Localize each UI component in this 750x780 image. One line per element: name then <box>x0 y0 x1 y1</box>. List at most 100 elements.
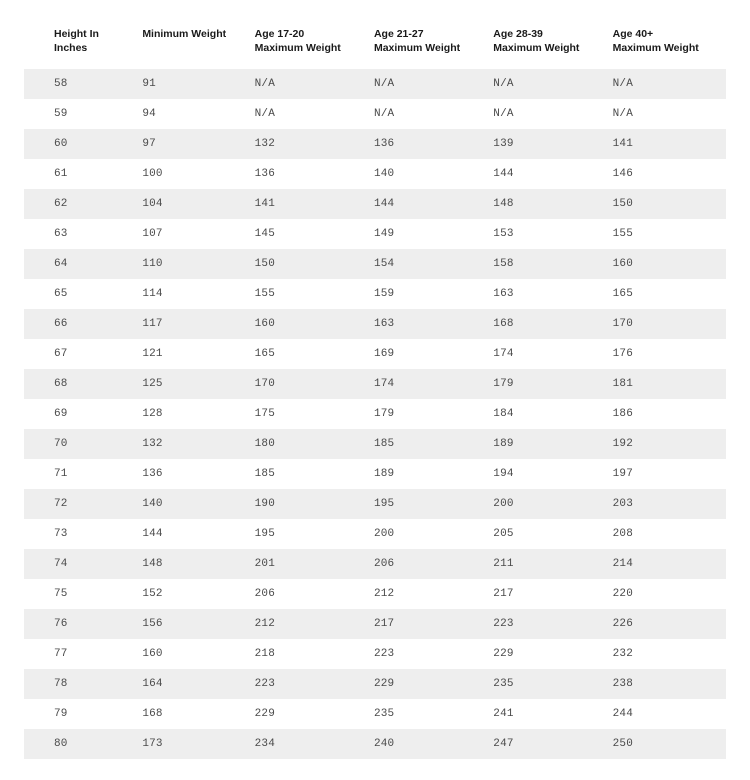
table-cell: N/A <box>249 99 368 129</box>
table-cell: 175 <box>249 399 368 429</box>
table-cell: 64 <box>24 249 136 279</box>
table-cell: 211 <box>487 549 606 579</box>
table-row: 72140190195200203 <box>24 489 726 519</box>
table-cell: 169 <box>368 339 487 369</box>
table-cell: 197 <box>607 459 726 489</box>
table-row: 73144195200205208 <box>24 519 726 549</box>
table-cell: 73 <box>24 519 136 549</box>
table-row: 65114155159163165 <box>24 279 726 309</box>
table-cell: 189 <box>368 459 487 489</box>
table-cell: 144 <box>368 189 487 219</box>
table-row: 5891N/AN/AN/AN/A <box>24 69 726 99</box>
table-cell: 79 <box>24 699 136 729</box>
table-cell: 62 <box>24 189 136 219</box>
table-cell: 150 <box>249 249 368 279</box>
table-cell: 200 <box>487 489 606 519</box>
table-cell: 195 <box>368 489 487 519</box>
table-header-row: Height In Inches Minimum Weight Age 17-20M… <box>24 20 726 69</box>
table-cell: 217 <box>487 579 606 609</box>
column-header-line1: Minimum Weight <box>142 28 226 40</box>
table-cell: 212 <box>368 579 487 609</box>
table-cell: 154 <box>368 249 487 279</box>
table-cell: 140 <box>136 489 248 519</box>
table-row: 62104141144148150 <box>24 189 726 219</box>
table-row: 64110150154158160 <box>24 249 726 279</box>
table-cell: 170 <box>607 309 726 339</box>
table-cell: 241 <box>487 699 606 729</box>
table-cell: 71 <box>24 459 136 489</box>
table-cell: 149 <box>368 219 487 249</box>
table-row: 66117160163168170 <box>24 309 726 339</box>
table-cell: 136 <box>368 129 487 159</box>
table-cell: 186 <box>607 399 726 429</box>
table-cell: 163 <box>487 279 606 309</box>
table-cell: 170 <box>249 369 368 399</box>
table-cell: 132 <box>249 129 368 159</box>
table-row: 70132180185189192 <box>24 429 726 459</box>
table-cell: 234 <box>249 729 368 759</box>
table-cell: N/A <box>607 69 726 99</box>
table-cell: 244 <box>607 699 726 729</box>
table-cell: 66 <box>24 309 136 339</box>
table-cell: 76 <box>24 609 136 639</box>
table-cell: 80 <box>24 729 136 759</box>
table-cell: 141 <box>607 129 726 159</box>
table-row: 77160218223229232 <box>24 639 726 669</box>
column-header: Height In Inches <box>24 20 136 69</box>
table-cell: 200 <box>368 519 487 549</box>
table-cell: 146 <box>607 159 726 189</box>
table-cell: 121 <box>136 339 248 369</box>
table-cell: 59 <box>24 99 136 129</box>
table-cell: 184 <box>487 399 606 429</box>
table-row: 68125170174179181 <box>24 369 726 399</box>
table-cell: 185 <box>368 429 487 459</box>
table-cell: 75 <box>24 579 136 609</box>
table-cell: 78 <box>24 669 136 699</box>
table-cell: 190 <box>249 489 368 519</box>
column-header-line2: Maximum Weight <box>493 42 579 54</box>
table-cell: 117 <box>136 309 248 339</box>
table-cell: 144 <box>136 519 248 549</box>
table-cell: 163 <box>368 309 487 339</box>
table-row: 78164223229235238 <box>24 669 726 699</box>
table-cell: 223 <box>487 609 606 639</box>
table-cell: 220 <box>607 579 726 609</box>
column-header: Age 17-20Maximum Weight <box>249 20 368 69</box>
table-cell: 160 <box>136 639 248 669</box>
table-cell: 136 <box>136 459 248 489</box>
table-cell: 91 <box>136 69 248 99</box>
table-cell: 148 <box>136 549 248 579</box>
table-cell: 159 <box>368 279 487 309</box>
table-row: 67121165169174176 <box>24 339 726 369</box>
table-cell: 250 <box>607 729 726 759</box>
table-row: 5994N/AN/AN/AN/A <box>24 99 726 129</box>
table-cell: 158 <box>487 249 606 279</box>
table-row: 79168229235241244 <box>24 699 726 729</box>
table-cell: 165 <box>249 339 368 369</box>
column-header: Minimum Weight <box>136 20 248 69</box>
table-cell: 74 <box>24 549 136 579</box>
table-cell: 132 <box>136 429 248 459</box>
table-cell: 217 <box>368 609 487 639</box>
table-cell: 65 <box>24 279 136 309</box>
weight-height-table: Height In Inches Minimum Weight Age 17-20M… <box>24 20 726 759</box>
column-header: Age 21-27Maximum Weight <box>368 20 487 69</box>
table-cell: 114 <box>136 279 248 309</box>
table-row: 6097132136139141 <box>24 129 726 159</box>
table-cell: 168 <box>136 699 248 729</box>
table-cell: 152 <box>136 579 248 609</box>
table-cell: 176 <box>607 339 726 369</box>
table-cell: 195 <box>249 519 368 549</box>
table-cell: 68 <box>24 369 136 399</box>
table-cell: 58 <box>24 69 136 99</box>
table-row: 63107145149153155 <box>24 219 726 249</box>
table-row: 76156212217223226 <box>24 609 726 639</box>
table-cell: 63 <box>24 219 136 249</box>
table-cell: N/A <box>249 69 368 99</box>
table-cell: 235 <box>487 669 606 699</box>
table-cell: 206 <box>368 549 487 579</box>
table-cell: 104 <box>136 189 248 219</box>
column-header: Age 28-39Maximum Weight <box>487 20 606 69</box>
table-cell: 153 <box>487 219 606 249</box>
table-cell: 174 <box>368 369 487 399</box>
